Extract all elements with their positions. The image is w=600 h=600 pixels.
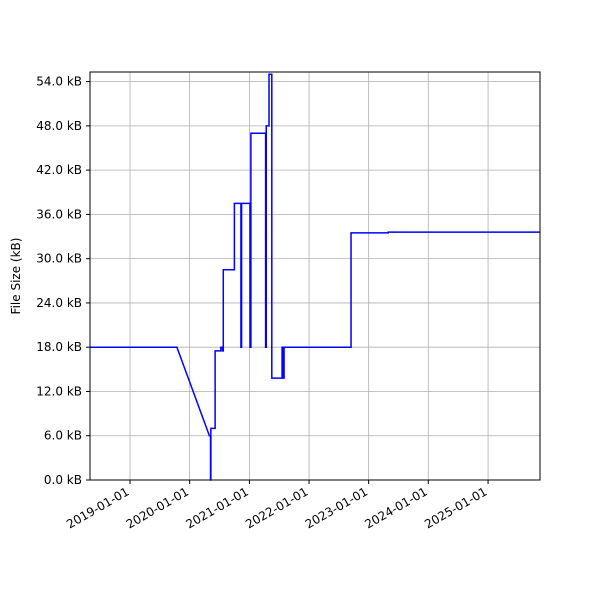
grid-lines — [90, 72, 540, 481]
y-tick-label: 24.0 kB — [36, 296, 82, 310]
y-tick-label: 42.0 kB — [36, 163, 82, 177]
y-tick-label: 0.0 kB — [44, 473, 82, 487]
y-tick-label: 30.0 kB — [36, 252, 82, 266]
x-tick-label: 2023-01-01 — [303, 484, 370, 531]
x-tick-label: 2020-01-01 — [124, 484, 191, 531]
y-tick-label: 54.0 kB — [36, 75, 82, 89]
series-line — [90, 73, 540, 481]
y-axis-title: File Size (kB) — [9, 238, 23, 315]
x-tick-label: 2025-01-01 — [422, 484, 489, 531]
x-tick-label: 2021-01-01 — [184, 484, 251, 531]
x-tick-label: 2022-01-01 — [243, 484, 310, 531]
y-tick-label: 48.0 kB — [36, 119, 82, 133]
x-tick-label: 2024-01-01 — [362, 484, 429, 531]
y-tick-label: 36.0 kB — [36, 207, 82, 221]
x-tick-label: 2019-01-01 — [64, 484, 131, 531]
y-tick-label: 12.0 kB — [36, 384, 82, 398]
plot-frame — [89, 71, 541, 481]
y-tick-label: 18.0 kB — [36, 340, 82, 354]
y-tick-label: 6.0 kB — [44, 429, 82, 443]
